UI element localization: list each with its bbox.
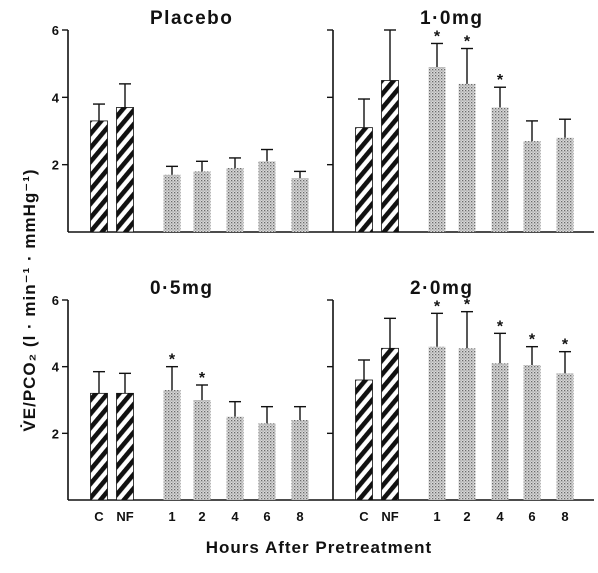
x-axis-label-text: Hours After Pretreatment [205,538,433,557]
panel-title: 0·5mg [150,278,213,299]
significance-marker: * [529,332,536,349]
bar-2 [193,171,211,232]
x-tick-label: 8 [296,509,303,524]
x-tick-label: 4 [496,509,504,524]
x-tick-label: C [359,509,369,524]
x-tick-label: NF [381,509,398,524]
x-tick-label: C [94,509,104,524]
y-tick-label: 6 [52,23,59,38]
x-tick-label: 1 [433,509,440,524]
bar-8 [556,373,574,500]
chart-panel-2: 1·0mg* ** [327,8,594,233]
y-axis-label-text: V̇E/PCO₂ (l · min⁻¹ · mmHg⁻¹) [20,168,39,432]
x-tick-label: NF [116,509,133,524]
bar-4 [491,363,509,500]
significance-marker: * [562,337,569,354]
bar-1 [428,67,446,233]
significance-marker: * [199,370,206,387]
bar-1 [428,346,446,500]
x-axis-label: Hours After Pretreatment [0,538,598,558]
bar-6 [523,365,541,500]
panel-title: 2·0mg [410,278,473,299]
bar-1 [163,390,181,500]
chart-panel-4: 2·0mg C NF * 1 * 2 * 4 * 6 * 8 [327,278,594,524]
y-tick-label: 4 [52,90,60,105]
bar-NF [116,392,134,501]
bar-4 [226,168,244,232]
significance-marker: * [464,297,471,314]
y-tick-label: 2 [52,158,59,173]
significance-marker: * [169,352,176,369]
significance-marker: * [497,318,504,335]
bar-2 [458,83,476,232]
x-tick-label: 2 [198,509,205,524]
x-tick-label: 4 [231,509,239,524]
x-tick-label: 6 [528,509,535,524]
bar-C [355,127,373,233]
bar-4 [226,416,244,500]
x-tick-label: 8 [561,509,568,524]
bar-NF [381,80,399,233]
bar-8 [291,178,309,232]
bar-6 [258,161,276,232]
significance-marker: * [434,28,441,45]
significance-marker: * [434,298,441,315]
bar-8 [291,420,309,500]
x-tick-label: 1 [168,509,175,524]
y-tick-label: 2 [52,426,59,441]
panel-title: Placebo [150,8,233,29]
bar-8 [556,137,574,232]
bar-1 [163,174,181,232]
bar-6 [258,423,276,500]
chart-panel-3: 2 4 6 0·5mg C NF * 1 * 2 4 6 8 [52,278,333,524]
bar-C [90,392,108,501]
bar-NF [381,347,399,501]
x-tick-label: 2 [463,509,470,524]
y-tick-label: 4 [52,360,60,375]
y-tick-label: 6 [52,293,59,308]
bar-NF [116,107,134,233]
significance-marker: * [497,72,504,89]
bar-2 [458,348,476,500]
chart-panel-1: 2 4 6 Placebo [52,8,333,233]
bar-C [90,120,108,233]
bar-2 [193,400,211,500]
bar-4 [491,107,509,232]
x-tick-label: 6 [263,509,270,524]
significance-marker: * [464,34,471,51]
bar-C [355,379,373,501]
panel-title: 1·0mg [420,8,483,29]
bar-6 [523,141,541,232]
